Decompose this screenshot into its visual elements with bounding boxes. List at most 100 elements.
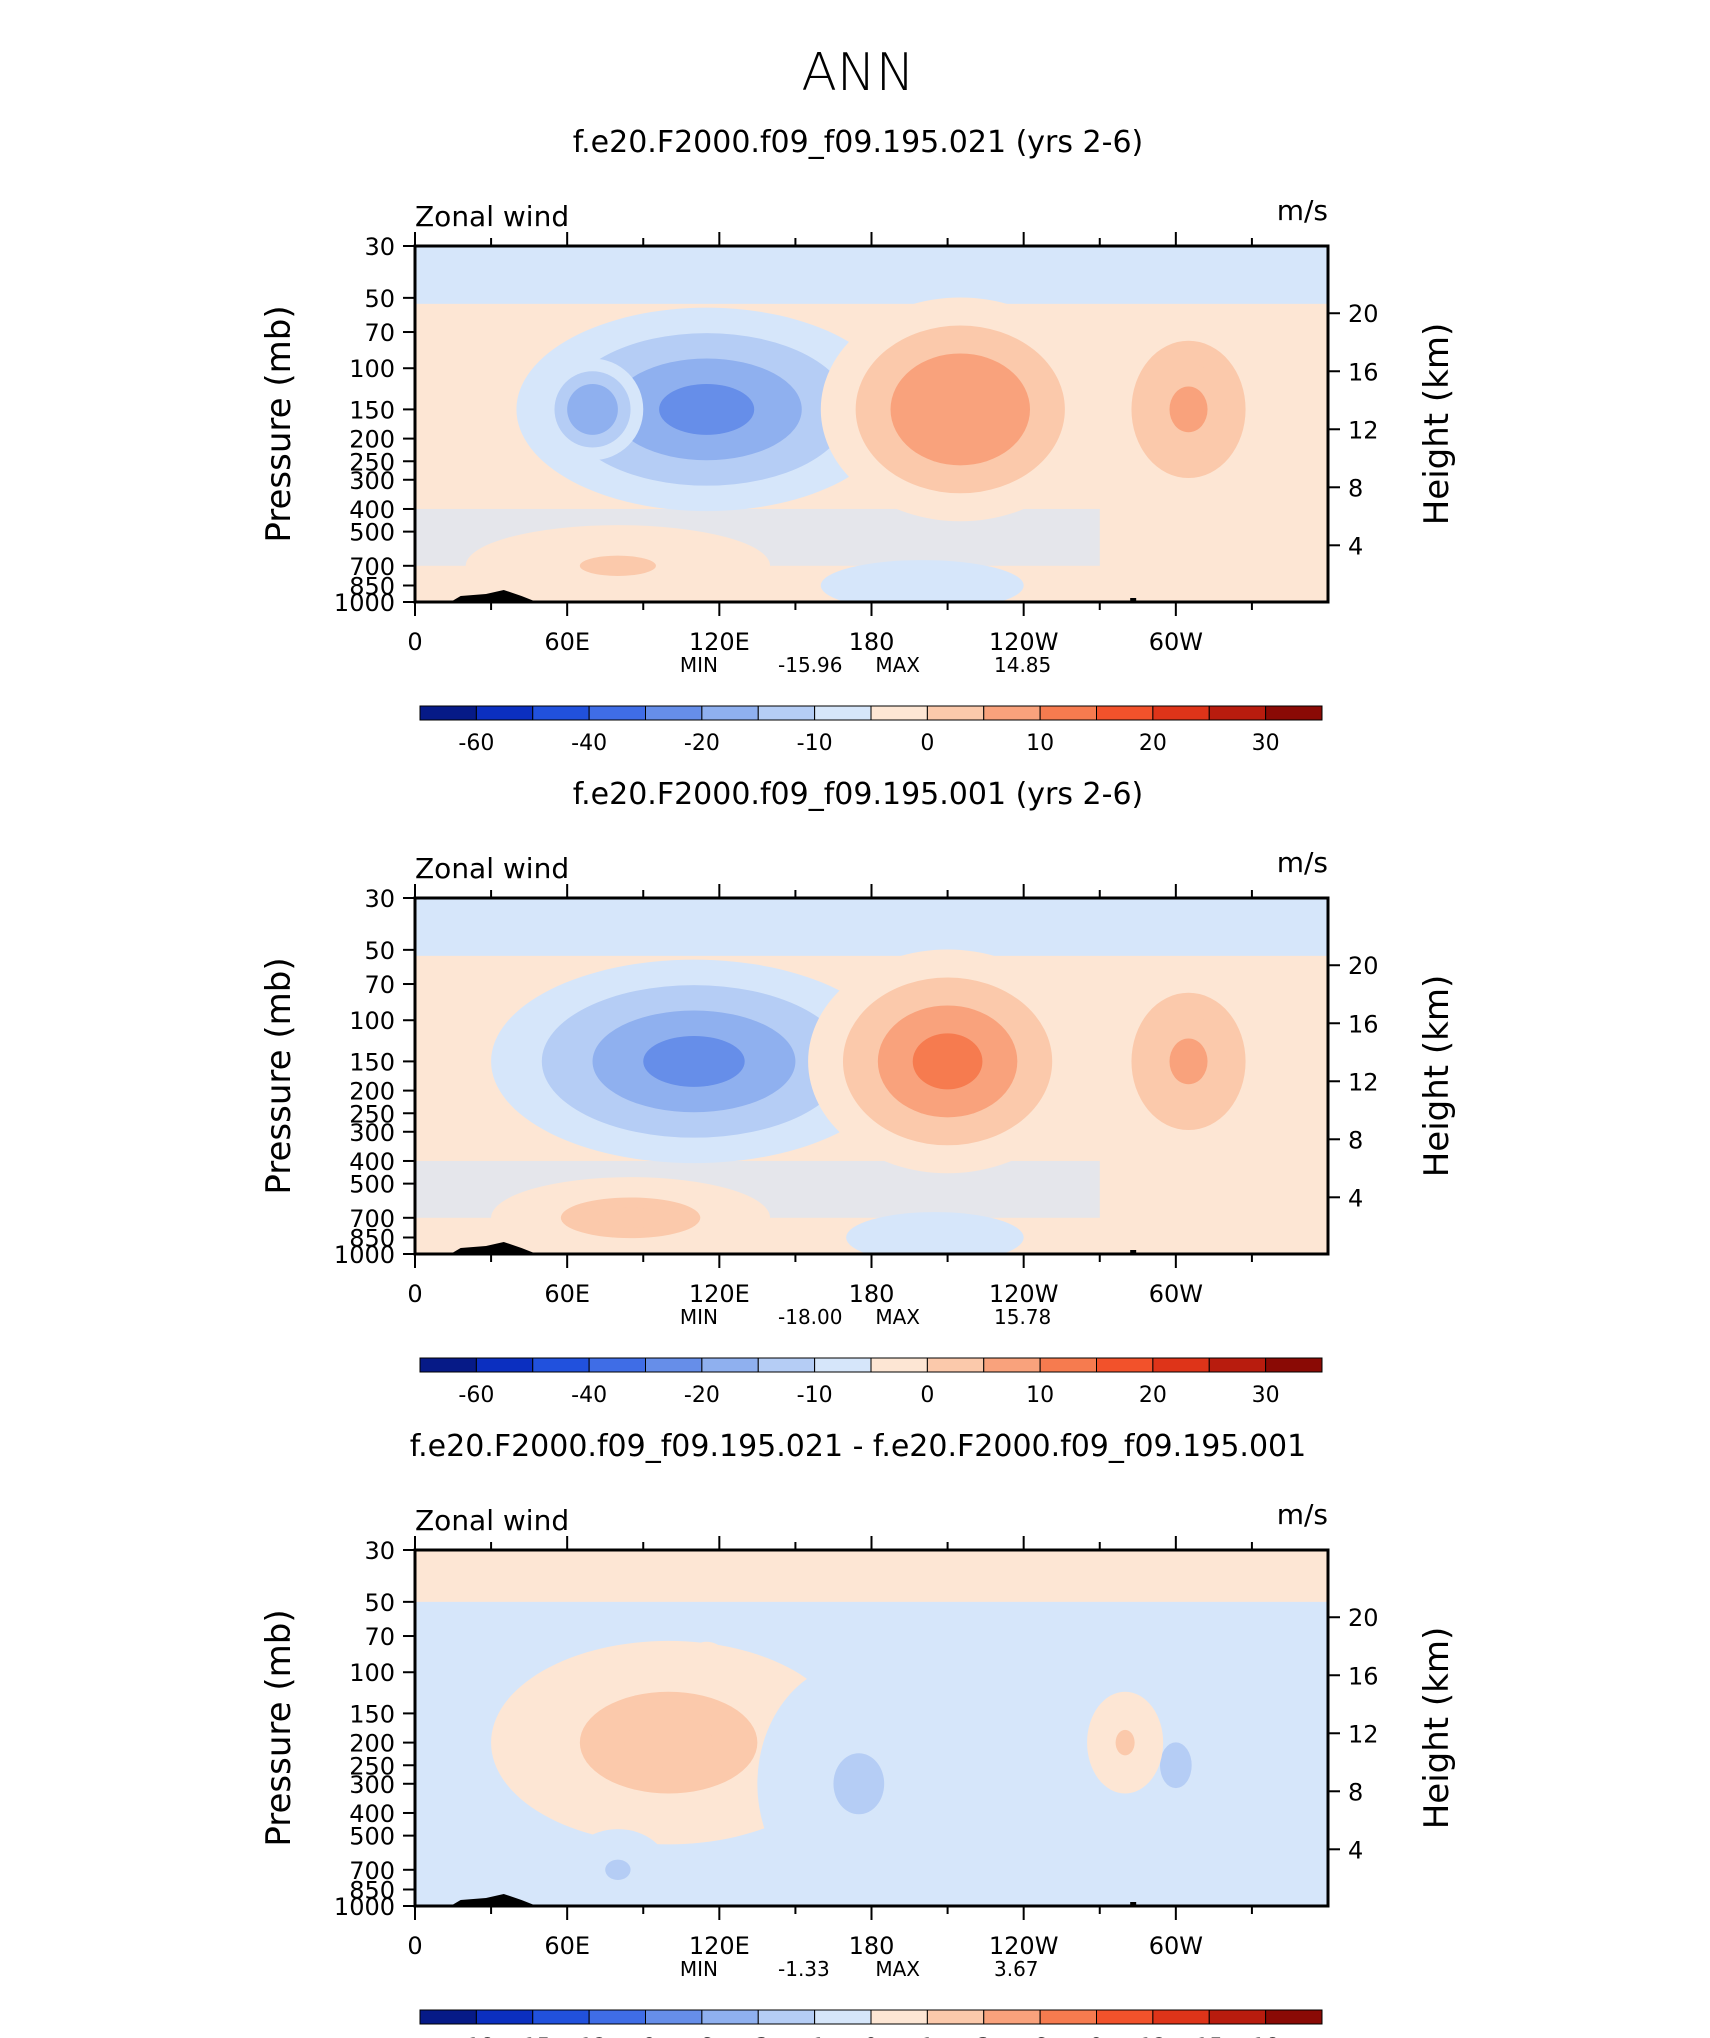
colorbar-box [532,2009,590,2025]
colorbar-box [983,2009,1041,2025]
contour-feature-3 [1169,386,1208,433]
colorbar-box [757,705,816,721]
y-tick-label: 100 [349,1007,395,1035]
colorbar-box [926,2009,985,2025]
colorbar-box [814,1357,872,1373]
y-tick-label: 250 [349,1752,395,1780]
x-tick-label: 0 [407,628,422,656]
contour-feature-4 [912,1231,958,1244]
min-value: -15.96 [778,653,842,677]
y-tick-label: 100 [349,355,395,383]
y-tick-label: 500 [349,519,395,547]
topography-andes [1130,1250,1137,1254]
min-label: MIN [680,1957,718,1981]
left-label: Zonal wind [415,1504,569,1537]
y-tick-label: 700 [349,1857,395,1885]
min-label: MIN [680,653,718,677]
min-value: -18.00 [778,1305,842,1329]
y-tick-label: 500 [349,1823,395,1851]
colorbar-label: -20 [684,731,720,756]
colorbar-box [588,705,646,721]
contour-feature-0 [659,383,755,435]
colorbar-label: 30 [1252,731,1280,756]
colorbar-box [1096,2009,1154,2025]
max-label: MAX [875,653,920,677]
y2-axis-title: Height (km) [1417,1627,1457,1830]
x-tick-label: 60W [1149,1280,1203,1308]
colorbar-label: -60 [458,1383,494,1408]
y-tick-label: 300 [349,467,395,495]
panel-title: f.e20.F2000.f09_f09.195.001 (yrs 2-6) [573,777,1143,812]
colorbar-box [983,705,1041,721]
colorbar-box [1208,2009,1267,2025]
y-tick-label: 1000 [334,589,395,617]
y2-axis-title: Height (km) [1417,323,1457,526]
contour-field [415,898,1328,1254]
y-tick-label: 30 [364,233,395,261]
colorbar-box [701,1357,759,1373]
contour-feature-3 [595,1207,666,1228]
topography-asia [450,590,537,602]
colorbar-label: 9 [1090,2035,1104,2038]
colorbar-label: 1 [920,2035,934,2038]
y-tick-label: 100 [349,1659,395,1687]
colorbar-label: 10 [1026,1383,1054,1408]
band-upper-easterly [415,246,1328,304]
panel-3: f.e20.F2000.f09_f09.195.021 - f.e20.F200… [259,1429,1457,2038]
y2-tick-label: 16 [1348,1010,1379,1038]
colorbar-box [475,705,534,721]
min-value: -1.33 [778,1957,830,1981]
x-tick-label: 60E [544,628,590,656]
y2-tick-label: 12 [1348,1720,1379,1748]
y-tick-label: 300 [349,1119,395,1147]
colorbar-box [701,705,759,721]
y-tick-label: 30 [364,1537,395,1565]
colorbar-box [757,1357,816,1373]
min-label: MIN [680,1305,718,1329]
x-tick-label: 120W [989,628,1059,656]
y-tick-label: 500 [349,1171,395,1199]
y-tick-label: 1000 [334,1241,395,1269]
y-tick-label: 70 [364,1623,395,1651]
contour-feature-4 [605,1859,631,1880]
x-tick-label: 120W [989,1280,1059,1308]
y-tick-label: 50 [364,937,395,965]
colorbar-label: -15 [515,2035,551,2038]
colorbar-box [1208,1357,1267,1373]
y-axis-title: Pressure (mb) [259,305,299,542]
y-tick-label: 30 [364,885,395,913]
page-title: ANN [801,43,914,103]
colorbar-label: -9 [635,2035,657,2038]
y-tick-label: 1000 [334,1893,395,1921]
topography-asia [450,1242,537,1254]
max-value: 15.78 [994,1305,1051,1329]
colorbar-label: 0 [864,2035,878,2038]
y-tick-label: 200 [349,1730,395,1758]
colorbar-box [1208,705,1267,721]
colorbar-label: -18 [458,2035,494,2038]
contour-feature-1 [912,1033,983,1090]
y-tick-label: 70 [364,971,395,999]
y-tick-label: 300 [349,1771,395,1799]
y-tick-label: 70 [364,319,395,347]
colorbar-box [645,705,703,721]
colorbar-label: -10 [797,1383,833,1408]
panel-title: f.e20.F2000.f09_f09.195.021 (yrs 2-6) [573,125,1143,160]
x-tick-label: 120E [689,628,750,656]
y2-tick-label: 4 [1348,1184,1363,1212]
x-tick-label: 0 [407,1932,422,1960]
y-tick-label: 150 [349,396,395,424]
y-tick-label: 850 [349,1225,395,1253]
y2-tick-label: 8 [1348,1778,1363,1806]
colorbar-box [701,2009,759,2025]
panel-title: f.e20.F2000.f09_f09.195.021 - f.e20.F200… [410,1429,1306,1464]
colorbar-label: 30 [1252,1383,1280,1408]
contour-field [415,1550,1328,1906]
colorbar-label: -10 [797,731,833,756]
y-tick-label: 850 [349,1877,395,1905]
y2-axis-title: Height (km) [1417,975,1457,1178]
max-value: 3.67 [994,1957,1039,1981]
colorbar-box [532,705,590,721]
colorbar-box [1039,705,1097,721]
colorbar-box [1096,1357,1154,1373]
